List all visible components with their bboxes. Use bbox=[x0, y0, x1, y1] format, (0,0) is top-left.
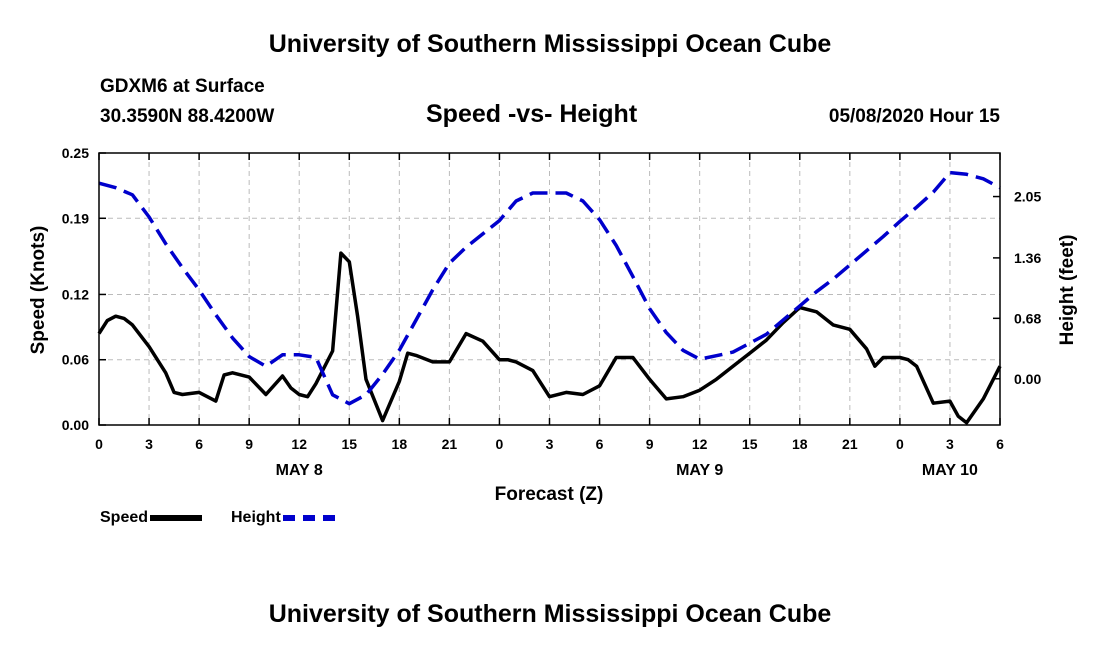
x-tick-label: 3 bbox=[546, 436, 554, 452]
x-tick-label: 6 bbox=[596, 436, 604, 452]
x-tick-label: 0 bbox=[496, 436, 504, 452]
x-tick-label: 21 bbox=[442, 436, 458, 452]
y2-tick-label: 1.36 bbox=[1014, 250, 1041, 266]
y2-axis-label: Height (feet) bbox=[1057, 235, 1078, 346]
date-label: MAY 8 bbox=[276, 462, 323, 479]
y-tick-label: 0.00 bbox=[62, 417, 89, 433]
x-tick-label: 3 bbox=[145, 436, 153, 452]
x-tick-label: 18 bbox=[792, 436, 808, 452]
grid-lines bbox=[98, 152, 1001, 426]
series-line-speed bbox=[97, 251, 1002, 425]
chart-title: Speed -vs- Height bbox=[426, 100, 638, 128]
y-tick-label: 0.19 bbox=[62, 210, 89, 226]
axis-layer: 0 3 6 9 12 15 18 21 0 3 6 9 12 15 18 21 0 3 6 0.00 0.06 0.12 0… bbox=[62, 145, 1042, 479]
x-axis-label: Forecast (Z) bbox=[495, 484, 604, 505]
y2-tick-label: 2.05 bbox=[1014, 189, 1041, 205]
footer-title: University of Southern Mississippi Ocean… bbox=[268, 600, 832, 628]
x-tick-label: 6 bbox=[996, 436, 1004, 452]
x-tick-label: 12 bbox=[291, 436, 307, 452]
legend-speed-label: Speed bbox=[100, 509, 149, 526]
station-name: GDXM6 at Surface bbox=[100, 76, 265, 97]
y-tick-label: 0.25 bbox=[62, 145, 89, 161]
page-title: University of Southern Mississippi Ocean… bbox=[268, 30, 832, 58]
y2-tick-label: 0.00 bbox=[1014, 371, 1041, 387]
x-tick-label: 9 bbox=[646, 436, 654, 452]
y-tick-label: 0.12 bbox=[62, 286, 89, 302]
y-tick-label: 0.06 bbox=[62, 352, 89, 368]
legend-speed: Speed bbox=[100, 509, 203, 527]
y2-tick-label: 0.68 bbox=[1014, 310, 1041, 326]
x-tick-label: 9 bbox=[245, 436, 253, 452]
date-label: MAY 9 bbox=[676, 462, 723, 479]
x-tick-label: 15 bbox=[742, 436, 758, 452]
x-tick-label: 15 bbox=[341, 436, 357, 452]
x-tick-label: 18 bbox=[392, 436, 408, 452]
date-label: MAY 10 bbox=[922, 462, 978, 479]
x-tick-label: 21 bbox=[842, 436, 858, 452]
forecast-run-time: 05/08/2020 Hour 15 bbox=[828, 106, 1000, 127]
x-tick-label: 0 bbox=[896, 436, 904, 452]
x-tick-label: 0 bbox=[95, 436, 103, 452]
x-tick-label: 12 bbox=[692, 436, 708, 452]
y-axis-label: Speed (Knots) bbox=[28, 226, 49, 355]
legend-height: Height bbox=[231, 509, 335, 527]
x-tick-label: 3 bbox=[946, 436, 954, 452]
station-coordinates: 30.3590N 88.4200W bbox=[100, 106, 275, 127]
legend-height-swatch bbox=[282, 515, 335, 521]
series-line-height bbox=[98, 170, 1001, 406]
legend-height-label: Height bbox=[231, 509, 281, 526]
legend-speed-swatch bbox=[150, 515, 203, 521]
x-tick-label: 6 bbox=[195, 436, 203, 452]
series-layer bbox=[97, 170, 1002, 425]
